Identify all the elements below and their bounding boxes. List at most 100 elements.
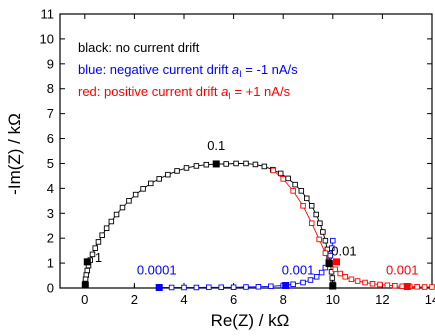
series-0-point — [113, 211, 120, 218]
series-0-point — [193, 163, 200, 169]
series-2-point — [342, 274, 348, 280]
series-1-point — [307, 277, 314, 283]
series-0-point — [243, 160, 249, 167]
series-0-point — [203, 161, 210, 168]
series-2-point — [421, 284, 428, 290]
frequency-annotations: 0.1 1 0.01 0.0001 0.001 0.001 — [95, 138, 419, 278]
series-2-point — [377, 281, 383, 288]
frequency-marker — [155, 284, 163, 292]
y-tick-label: 10 — [40, 31, 54, 46]
series-1-point — [330, 237, 336, 244]
series-0-point — [148, 180, 154, 187]
frequency-annotation: 0.001 — [282, 262, 315, 277]
x-tick-label: 6 — [230, 292, 237, 307]
y-tick-label: 1 — [47, 256, 54, 271]
series-0-point — [285, 175, 291, 182]
series-0-point — [317, 220, 323, 226]
series-0-point — [322, 237, 329, 244]
series-2-point — [332, 266, 339, 273]
x-tick-label: 12 — [375, 292, 389, 307]
series-2-point — [362, 279, 368, 286]
series-1-point — [318, 269, 325, 276]
frequency-annotation: 0.0001 — [137, 262, 177, 277]
series-0-point — [233, 160, 239, 167]
series-2-point — [392, 283, 398, 289]
series-group — [82, 160, 435, 291]
y-tick-label: 11 — [41, 7, 55, 22]
y-tick-label: 5 — [47, 156, 54, 171]
frequency-marker — [333, 258, 341, 266]
series-0-point — [329, 275, 336, 281]
series-2-point — [369, 281, 376, 287]
frequency-marker — [282, 282, 290, 290]
x-tick-label: 4 — [180, 292, 187, 307]
series-1-point — [268, 283, 274, 290]
y-tick-label: 3 — [47, 206, 54, 221]
x-tick-label: 10 — [326, 292, 340, 307]
frequency-annotation: 0.01 — [331, 244, 356, 259]
series-0-point — [132, 191, 139, 198]
series-0-point — [320, 229, 326, 235]
series-1-point — [218, 284, 224, 291]
series-2-point — [316, 236, 322, 243]
frequency-marker — [403, 283, 411, 291]
y-tick-label: 6 — [47, 131, 54, 146]
series-1-point — [193, 284, 200, 291]
series-0-point — [174, 168, 180, 174]
series-0-point — [89, 251, 96, 258]
y-tick-label: 0 — [47, 281, 54, 296]
series-1-point — [168, 284, 175, 291]
series-0-point — [156, 176, 162, 182]
series-0-point — [277, 170, 284, 177]
legend: black: no current drift blue: negative c… — [78, 40, 298, 101]
frequency-annotation: 0.1 — [207, 138, 225, 153]
x-axis-label: Re(Z) / kΩ — [211, 311, 290, 330]
series-1-point — [290, 281, 296, 288]
frequency-marker — [212, 160, 220, 168]
series-2-point — [270, 167, 277, 174]
series-0-point — [298, 188, 305, 194]
series-1-point — [255, 284, 262, 290]
series-0-point — [261, 163, 268, 170]
frequency-annotation: 0.001 — [386, 262, 419, 277]
series-2-point — [384, 282, 391, 289]
series-0-point — [126, 198, 132, 204]
series-0-point — [140, 186, 146, 192]
y-axis-label: -Im(Z) / kΩ — [5, 113, 24, 195]
series-1-point — [329, 245, 335, 251]
series-0-point — [119, 204, 126, 211]
series-1-point — [230, 284, 237, 291]
series-1-point — [300, 279, 306, 286]
series-0-point — [165, 171, 171, 178]
series-0-point — [95, 239, 102, 245]
series-2-point — [337, 270, 343, 277]
plot-frame — [59, 13, 433, 289]
y-tick-label: 2 — [47, 231, 54, 246]
series-0-point — [308, 203, 315, 209]
frequency-marker — [81, 281, 89, 289]
legend-black: black: no current drift — [78, 40, 200, 55]
series-0-point — [99, 232, 105, 238]
y-tick-label: 4 — [47, 181, 54, 196]
frequency-marker — [329, 282, 337, 290]
series-2-point — [354, 278, 361, 284]
series-1-point — [206, 284, 212, 291]
series-0-point — [103, 225, 110, 231]
series-0-point — [313, 211, 319, 218]
series-1-point — [181, 284, 187, 291]
series-0-point — [252, 161, 259, 168]
frequency-marker — [83, 258, 91, 266]
series-0-point — [183, 165, 190, 171]
frequency-annotation: 1 — [95, 250, 102, 265]
x-tick-label: 8 — [280, 292, 287, 307]
series-1-point — [243, 284, 249, 290]
series-0-point — [92, 245, 98, 251]
highlight-markers — [81, 160, 411, 292]
series-2-point — [290, 188, 296, 194]
series-2-point — [280, 176, 286, 182]
y-tick-label: 7 — [47, 106, 54, 121]
series-0-point — [292, 181, 298, 188]
x-tick-label: 14 — [425, 292, 435, 307]
series-2-point — [322, 250, 329, 256]
